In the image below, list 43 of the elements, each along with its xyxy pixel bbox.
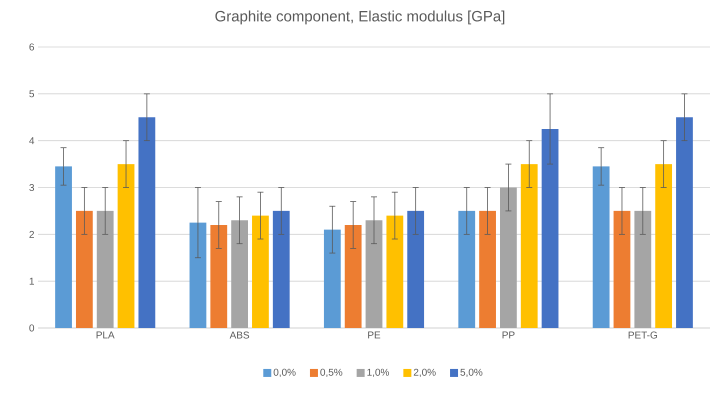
bar bbox=[366, 220, 382, 328]
x-tick-label: PE bbox=[368, 332, 380, 338]
x-tick-label: PP bbox=[502, 332, 515, 338]
y-tick-label: 2 bbox=[29, 230, 34, 238]
y-tick-label: 6 bbox=[29, 43, 34, 51]
x-tick-label: PET-G bbox=[628, 332, 658, 339]
bar bbox=[479, 210, 496, 328]
bar bbox=[344, 224, 362, 328]
bar bbox=[614, 210, 630, 328]
bar bbox=[252, 216, 269, 328]
bar bbox=[655, 164, 672, 328]
y-tick-label: 3 bbox=[29, 184, 34, 192]
bar bbox=[592, 166, 610, 328]
bar bbox=[118, 164, 134, 328]
bar bbox=[458, 210, 476, 328]
bar bbox=[55, 166, 72, 328]
bar bbox=[324, 230, 341, 328]
y-tick-label: 4 bbox=[29, 137, 34, 144]
bar bbox=[190, 222, 206, 328]
legend-label: 0,0% bbox=[274, 368, 296, 377]
y-tick-label: 0 bbox=[29, 324, 34, 332]
bar bbox=[272, 210, 290, 328]
bar bbox=[138, 117, 156, 328]
legend-label: 0,5% bbox=[320, 368, 342, 377]
legend-label: 5,0% bbox=[460, 368, 482, 377]
y-tick-label: 1 bbox=[30, 278, 34, 285]
bar bbox=[96, 210, 114, 328]
bar bbox=[231, 220, 248, 328]
chart-title: Graphite component, Elastic modulus [GPa] bbox=[215, 10, 504, 24]
x-tick-label: PLA bbox=[96, 332, 115, 338]
legend-label: 1,0% bbox=[367, 368, 390, 377]
bar bbox=[676, 117, 693, 328]
bar bbox=[407, 210, 424, 328]
y-tick-label: 5 bbox=[29, 90, 34, 98]
bar bbox=[634, 210, 652, 328]
bar bbox=[76, 210, 93, 328]
bar bbox=[210, 224, 228, 328]
bar bbox=[520, 164, 538, 328]
x-tick-label: ABS bbox=[230, 332, 250, 339]
bar bbox=[386, 216, 404, 328]
bar bbox=[500, 188, 517, 328]
bar bbox=[542, 128, 558, 328]
legend-label: 2,0% bbox=[414, 368, 436, 377]
